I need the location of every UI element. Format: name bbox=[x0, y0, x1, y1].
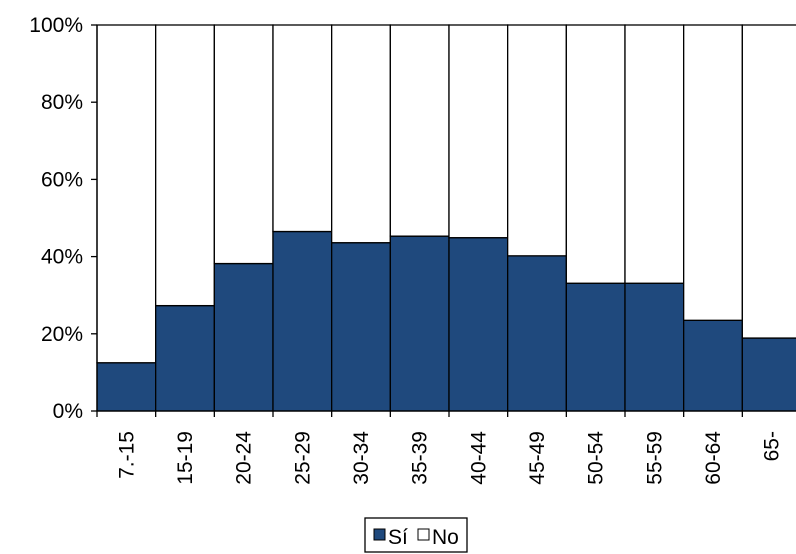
bar-si-0 bbox=[96, 362, 157, 412]
legend-label-si: Sí bbox=[388, 526, 408, 549]
x-category-label-1: 15-19 bbox=[174, 431, 197, 485]
x-category-label-9: 55-59 bbox=[643, 431, 666, 485]
bar-si-7 bbox=[507, 255, 567, 412]
x-category-label-6: 40-44 bbox=[467, 431, 490, 485]
bar-si-4 bbox=[331, 242, 391, 412]
bar-si-9 bbox=[624, 282, 685, 412]
x-category-label-8: 50-54 bbox=[585, 431, 608, 485]
y-tick-label-4: 80% bbox=[41, 91, 83, 114]
x-category-label-2: 20-24 bbox=[233, 431, 256, 485]
bar-no-9 bbox=[624, 24, 685, 284]
bar-no-3 bbox=[272, 24, 333, 233]
bar-si-6 bbox=[448, 237, 509, 412]
bar-no-6 bbox=[448, 24, 509, 239]
bar-no-7 bbox=[507, 24, 567, 257]
y-tick-label-5: 100% bbox=[29, 14, 83, 37]
legend-swatch-si bbox=[373, 528, 386, 541]
y-tick-label-1: 20% bbox=[41, 323, 83, 346]
y-tick-label-0: 0% bbox=[53, 400, 83, 423]
legend: Sí No bbox=[364, 517, 468, 553]
bar-si-8 bbox=[565, 282, 626, 412]
bar-si-3 bbox=[272, 230, 333, 412]
x-category-label-11: 65- bbox=[761, 431, 784, 461]
bar-si-1 bbox=[155, 304, 215, 412]
x-category-label-7: 45-49 bbox=[526, 431, 549, 485]
bar-no-0 bbox=[96, 24, 157, 364]
axes-layer: 0% 20% 40% 60% 80% 100% 7.-15 15-19 20-24 25-29 30… bbox=[29, 14, 796, 485]
bar-si-5 bbox=[389, 235, 450, 412]
bar-no-1 bbox=[155, 24, 215, 307]
bar-no-10 bbox=[683, 24, 743, 321]
x-category-label-10: 60-64 bbox=[702, 431, 725, 485]
bar-si-10 bbox=[683, 319, 743, 412]
bar-si-11 bbox=[741, 337, 796, 412]
bar-no-5 bbox=[389, 24, 450, 237]
bar-no-2 bbox=[213, 24, 274, 265]
legend-label-no: No bbox=[432, 526, 459, 549]
y-tick-label-2: 40% bbox=[41, 246, 83, 269]
x-category-label-5: 35-39 bbox=[409, 431, 432, 485]
bar-si-2 bbox=[213, 262, 274, 412]
y-tick-label-3: 60% bbox=[41, 168, 83, 191]
x-category-label-0: 7.-15 bbox=[115, 431, 138, 479]
bar-no-4 bbox=[331, 24, 391, 244]
legend-swatch-no bbox=[417, 528, 430, 541]
bar-no-8 bbox=[565, 24, 626, 284]
bar-no-11 bbox=[741, 24, 796, 339]
x-category-label-4: 30-34 bbox=[350, 431, 373, 485]
bars-layer bbox=[96, 24, 796, 412]
x-category-label-3: 25-29 bbox=[291, 431, 314, 485]
